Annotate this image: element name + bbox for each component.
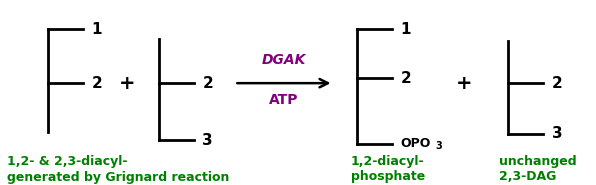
Text: 2: 2 xyxy=(203,76,213,91)
Text: 1,2-diacyl-: 1,2-diacyl- xyxy=(351,155,424,168)
Text: +: + xyxy=(457,74,473,93)
Text: ATP: ATP xyxy=(269,92,299,107)
Text: +: + xyxy=(119,74,135,93)
Text: 2: 2 xyxy=(552,76,563,91)
Text: 3: 3 xyxy=(203,133,213,148)
Text: 3: 3 xyxy=(436,141,442,151)
Text: OPO: OPO xyxy=(401,137,431,150)
Text: generated by Grignard reaction: generated by Grignard reaction xyxy=(7,171,229,184)
Text: 3: 3 xyxy=(552,126,563,141)
Text: 1,2- & 2,3-diacyl-: 1,2- & 2,3-diacyl- xyxy=(7,155,128,168)
Text: 2,3-DAG: 2,3-DAG xyxy=(499,170,557,183)
Text: 2: 2 xyxy=(92,76,103,91)
Text: 1: 1 xyxy=(92,22,102,37)
Text: phosphate: phosphate xyxy=(351,170,425,183)
Text: DGAK: DGAK xyxy=(262,53,306,67)
Text: 1: 1 xyxy=(401,22,411,37)
Text: 2: 2 xyxy=(401,71,411,86)
Text: unchanged: unchanged xyxy=(499,155,577,168)
